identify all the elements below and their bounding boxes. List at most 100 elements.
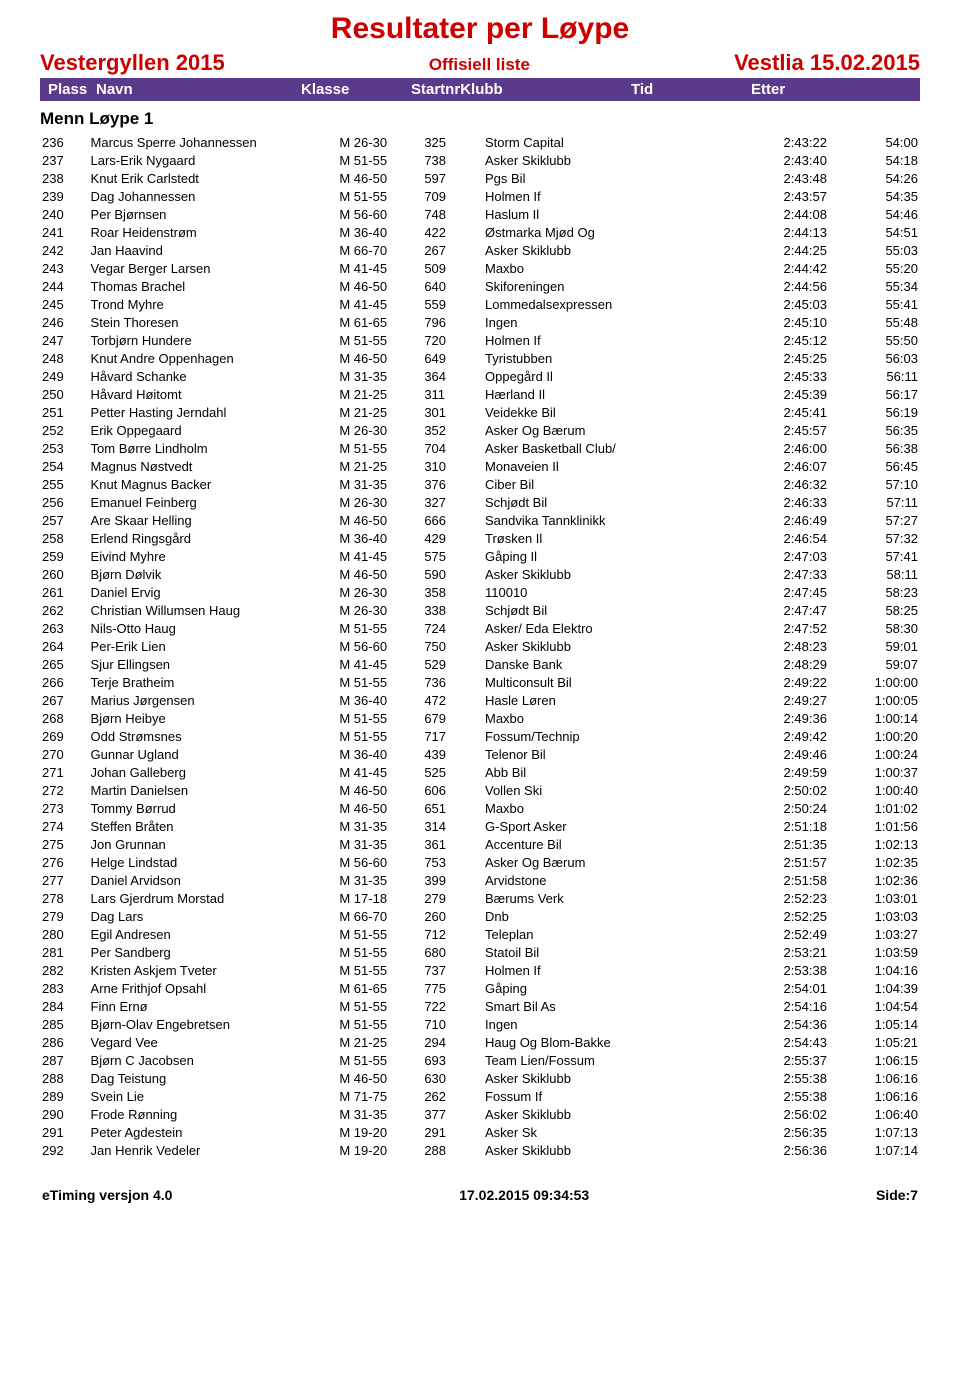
cell-navn: Daniel Ervig (89, 583, 338, 601)
cell-startnr: 529 (422, 655, 483, 673)
table-row: 260Bjørn DølvikM 46-50590Asker Skiklubb2… (40, 565, 920, 583)
cell-klasse: M 51-55 (337, 151, 422, 169)
cell-klasse: M 56-60 (337, 637, 422, 655)
cell-plass: 285 (40, 1015, 89, 1033)
cell-tid: 2:54:16 (738, 997, 829, 1015)
cell-plass: 278 (40, 889, 89, 907)
cell-klubb: Asker Sk (483, 1123, 738, 1141)
cell-klubb: Schjødt Bil (483, 493, 738, 511)
cell-klasse: M 21-25 (337, 457, 422, 475)
cell-klasse: M 46-50 (337, 169, 422, 187)
cell-navn: Knut Erik Carlstedt (89, 169, 338, 187)
cell-plass: 275 (40, 835, 89, 853)
col-header-plass: Plass (48, 81, 96, 98)
cell-etter: 58:25 (829, 601, 920, 619)
cell-etter: 1:02:36 (829, 871, 920, 889)
table-row: 262Christian Willumsen HaugM 26-30338Sch… (40, 601, 920, 619)
cell-tid: 2:56:02 (738, 1105, 829, 1123)
cell-startnr: 377 (422, 1105, 483, 1123)
table-row: 288Dag TeistungM 46-50630Asker Skiklubb2… (40, 1069, 920, 1087)
section-heading: Menn Løype 1 (40, 109, 920, 129)
cell-klubb: Trøsken Il (483, 529, 738, 547)
cell-klasse: M 51-55 (337, 925, 422, 943)
cell-etter: 54:51 (829, 223, 920, 241)
cell-navn: Finn Ernø (89, 997, 338, 1015)
cell-plass: 247 (40, 331, 89, 349)
cell-etter: 1:00:37 (829, 763, 920, 781)
cell-tid: 2:55:38 (738, 1087, 829, 1105)
cell-startnr: 651 (422, 799, 483, 817)
cell-klasse: M 61-65 (337, 979, 422, 997)
cell-navn: Kristen Askjem Tveter (89, 961, 338, 979)
cell-navn: Vegar Berger Larsen (89, 259, 338, 277)
table-row: 272Martin DanielsenM 46-50606Vollen Ski2… (40, 781, 920, 799)
cell-plass: 257 (40, 511, 89, 529)
cell-navn: Knut Magnus Backer (89, 475, 338, 493)
cell-navn: Nils-Otto Haug (89, 619, 338, 637)
cell-plass: 280 (40, 925, 89, 943)
cell-navn: Odd Strømsnes (89, 727, 338, 745)
cell-navn: Torbjørn Hundere (89, 331, 338, 349)
cell-klasse: M 21-25 (337, 1033, 422, 1051)
cell-startnr: 364 (422, 367, 483, 385)
cell-startnr: 291 (422, 1123, 483, 1141)
cell-startnr: 737 (422, 961, 483, 979)
table-row: 246Stein ThoresenM 61-65796Ingen2:45:105… (40, 313, 920, 331)
cell-startnr: 748 (422, 205, 483, 223)
cell-startnr: 352 (422, 421, 483, 439)
cell-klubb: Dnb (483, 907, 738, 925)
cell-tid: 2:45:33 (738, 367, 829, 385)
col-header-tid: Tid (631, 81, 751, 98)
cell-plass: 260 (40, 565, 89, 583)
cell-etter: 1:00:40 (829, 781, 920, 799)
cell-klasse: M 51-55 (337, 727, 422, 745)
cell-etter: 1:00:14 (829, 709, 920, 727)
cell-tid: 2:46:49 (738, 511, 829, 529)
table-row: 275Jon GrunnanM 31-35361Accenture Bil2:5… (40, 835, 920, 853)
cell-startnr: 717 (422, 727, 483, 745)
table-row: 243Vegar Berger LarsenM 41-45509Maxbo2:4… (40, 259, 920, 277)
table-row: 277Daniel ArvidsonM 31-35399Arvidstone2:… (40, 871, 920, 889)
table-row: 282Kristen Askjem TveterM 51-55737Holmen… (40, 961, 920, 979)
cell-plass: 243 (40, 259, 89, 277)
cell-klubb: Bærums Verk (483, 889, 738, 907)
cell-klubb: Asker Skiklubb (483, 241, 738, 259)
cell-startnr: 712 (422, 925, 483, 943)
table-row: 280Egil AndresenM 51-55712Teleplan2:52:4… (40, 925, 920, 943)
cell-klasse: M 51-55 (337, 673, 422, 691)
cell-etter: 1:03:01 (829, 889, 920, 907)
cell-startnr: 361 (422, 835, 483, 853)
col-header-klubb (461, 81, 631, 98)
table-row: 268Bjørn HeibyeM 51-55679Maxbo2:49:361:0… (40, 709, 920, 727)
table-row: 291Peter AgdesteinM 19-20291Asker Sk2:56… (40, 1123, 920, 1141)
cell-klubb: Østmarka Mjød Og (483, 223, 738, 241)
cell-navn: Bjørn C Jacobsen (89, 1051, 338, 1069)
cell-etter: 1:01:56 (829, 817, 920, 835)
cell-klasse: M 26-30 (337, 601, 422, 619)
cell-startnr: 649 (422, 349, 483, 367)
cell-navn: Gunnar Ugland (89, 745, 338, 763)
cell-klubb: Statoil Bil (483, 943, 738, 961)
table-row: 287Bjørn C JacobsenM 51-55693Team Lien/F… (40, 1051, 920, 1069)
cell-startnr: 439 (422, 745, 483, 763)
cell-plass: 239 (40, 187, 89, 205)
cell-etter: 1:04:16 (829, 961, 920, 979)
cell-klubb: Ciber Bil (483, 475, 738, 493)
cell-startnr: 666 (422, 511, 483, 529)
cell-startnr: 279 (422, 889, 483, 907)
cell-tid: 2:52:25 (738, 907, 829, 925)
cell-klasse: M 31-35 (337, 817, 422, 835)
cell-tid: 2:54:36 (738, 1015, 829, 1033)
cell-klasse: M 36-40 (337, 745, 422, 763)
cell-etter: 1:00:05 (829, 691, 920, 709)
cell-etter: 56:17 (829, 385, 920, 403)
cell-plass: 237 (40, 151, 89, 169)
cell-plass: 286 (40, 1033, 89, 1051)
cell-navn: Svein Lie (89, 1087, 338, 1105)
cell-navn: Roar Heidenstrøm (89, 223, 338, 241)
cell-tid: 2:49:46 (738, 745, 829, 763)
cell-plass: 252 (40, 421, 89, 439)
cell-klubb: Holmen If (483, 961, 738, 979)
table-row: 248Knut Andre OppenhagenM 46-50649Tyrist… (40, 349, 920, 367)
cell-tid: 2:45:10 (738, 313, 829, 331)
